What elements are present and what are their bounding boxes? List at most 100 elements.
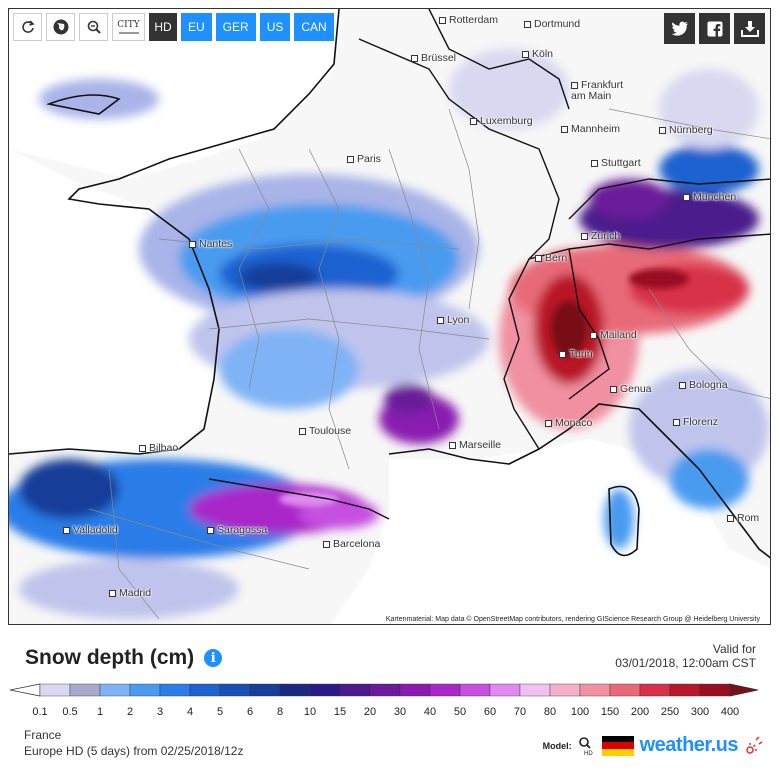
brand-block: Model: HD weather.us: [543, 734, 764, 757]
germany-flag-icon: [601, 735, 634, 756]
legend-swatch: [639, 683, 671, 697]
sea-area: [9, 149, 224, 454]
region-button-can[interactable]: CAN: [294, 13, 334, 41]
legend-tick-label: 100: [570, 706, 590, 718]
legend-tick-label: 400: [720, 706, 740, 718]
city-label: Mannheim: [561, 123, 620, 135]
legend-low-arrow: [10, 683, 41, 697]
legend-tick-label: 200: [630, 706, 650, 718]
map-toolbar: CITY HD EU GER US CAN: [13, 13, 334, 41]
zoom-out-icon: [87, 20, 101, 34]
legend-swatch: [99, 683, 131, 697]
city-label: Valladolid: [63, 524, 118, 536]
coastline: [9, 9, 770, 559]
region-button-us[interactable]: US: [259, 13, 291, 41]
model-run: Europe HD (5 days) from 02/25/2018/12z: [24, 744, 244, 758]
city-label: Zürich: [581, 230, 620, 242]
valid-time-block: Valid for 03/01/2018, 12:00am CST: [615, 642, 756, 670]
twitter-button[interactable]: [664, 13, 695, 44]
legend-swatch: [39, 683, 71, 697]
legend-swatch: [339, 683, 371, 697]
download-button[interactable]: [734, 13, 765, 44]
legend-tick-label: 20: [363, 706, 377, 718]
reload-button[interactable]: [13, 13, 42, 41]
globe-button[interactable]: [46, 13, 75, 41]
sea-area: [330, 439, 770, 624]
valid-label: Valid for: [712, 642, 756, 656]
hd-button[interactable]: HD: [149, 13, 177, 41]
legend-swatch: [399, 683, 431, 697]
facebook-icon: [707, 21, 722, 37]
city-toggle-button[interactable]: CITY: [112, 13, 145, 41]
city-label: München: [683, 191, 736, 203]
twitter-icon: [671, 21, 688, 36]
info-icon[interactable]: i: [204, 649, 223, 667]
map-graphic: [9, 9, 770, 624]
weather-map[interactable]: Rotterdam Dortmund Brüssel Köln Frankfur…: [8, 8, 771, 625]
legend-tick-label: 60: [483, 706, 497, 718]
city-label: Bologna: [679, 379, 728, 391]
magnifier-hd-icon: HD: [578, 736, 593, 756]
city-label: Nantes: [189, 238, 232, 250]
region-button-eu[interactable]: EU: [181, 13, 212, 41]
zoom-out-button[interactable]: [79, 13, 108, 41]
city-label: Frankfurt am Main: [571, 80, 631, 102]
city-label: Mailand: [590, 329, 637, 341]
legend-tick-label: 3: [156, 706, 164, 718]
city-label: Monaco: [545, 417, 592, 429]
region-button-ger[interactable]: GER: [215, 13, 256, 41]
legend-swatch: [309, 683, 341, 697]
legend-swatch: [669, 683, 701, 697]
legend-high-arrow: [729, 683, 759, 697]
city-label: Köln: [522, 48, 553, 60]
legend-tick-label: 30: [393, 706, 407, 718]
legend-tick-label: 4: [186, 706, 194, 718]
legend-tick-label: 150: [600, 706, 620, 718]
legend-swatch: [549, 683, 581, 697]
legend-swatch: [489, 683, 521, 697]
legend-tick-label: 2: [126, 706, 134, 718]
model-info: France Europe HD (5 days) from 02/25/201…: [24, 727, 243, 759]
city-label: Dortmund: [524, 18, 580, 30]
city-label: Bern: [535, 252, 567, 264]
facebook-button[interactable]: [699, 13, 730, 44]
legend-swatch: [579, 683, 611, 697]
reload-icon: [21, 20, 35, 33]
city-label: Madrid: [109, 587, 151, 599]
city-toggle-label: CITY: [117, 19, 140, 30]
city-label: Florenz: [673, 416, 718, 428]
legend-tick-label: 300: [690, 706, 710, 718]
legend-tick-label: 10: [303, 706, 317, 718]
legend-tick-label: 8: [276, 706, 284, 718]
brand-name[interactable]: weather.us: [639, 734, 739, 756]
country-borders: [208, 9, 770, 520]
legend-swatch: [69, 683, 101, 697]
city-label: Lyon: [437, 314, 469, 326]
legend-tick-label: 0.1: [32, 706, 48, 718]
legend-tick-label: 40: [423, 706, 437, 718]
legend-swatch: [429, 683, 461, 697]
globe-icon: [53, 19, 68, 35]
map-credit: Kartenmaterial: Map data © OpenStreetMap…: [383, 616, 762, 623]
city-label: Nürnberg: [659, 124, 713, 136]
legend-tick-label: 6: [246, 706, 254, 718]
sea-area: [9, 9, 339, 179]
product-title: Snow depth (cm): [25, 646, 195, 669]
legend-tick-label: 80: [543, 706, 557, 718]
sun-logo-icon: [746, 735, 763, 754]
download-icon: [740, 20, 759, 37]
product-title-row: Snow depth (cm) i: [25, 646, 223, 670]
city-label: Genua: [610, 383, 652, 395]
legend-tick-label: 0.5: [62, 706, 78, 718]
city-toggle-strike: [118, 31, 139, 34]
share-toolbar: [664, 13, 765, 44]
legend-swatch: [249, 683, 281, 697]
legend-swatch: [219, 683, 251, 697]
city-label: Rom: [727, 512, 759, 524]
legend-tick-label: 5: [216, 706, 224, 718]
legend-swatch: [159, 683, 191, 697]
legend-swatch: [189, 683, 221, 697]
legend-swatch: [609, 683, 641, 697]
legend-swatch: [459, 683, 491, 697]
city-label: Turin: [559, 348, 593, 360]
